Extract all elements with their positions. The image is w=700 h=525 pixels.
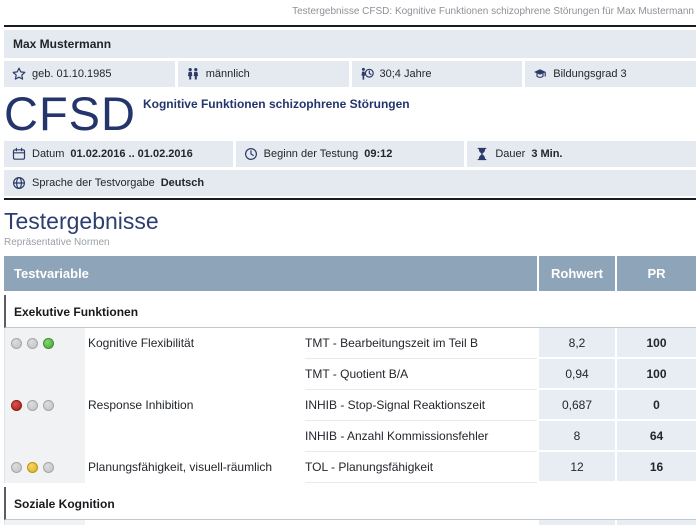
table-row: TMT - Bearbeitungszeit im Teil B 8,2 100: [305, 328, 696, 359]
traffic-light-1: [11, 462, 22, 473]
hourglass-icon: [475, 147, 489, 161]
date-value: 01.02.2016 .. 01.02.2016: [70, 148, 193, 160]
measure-label: TMT - Quotient B/A: [305, 359, 537, 390]
measure-rows: TMT - Bearbeitungszeit im Teil B 8,2 100…: [305, 328, 696, 390]
table-row: INHIB - Stop-Signal Reaktionszeit 0,687 …: [305, 390, 696, 421]
begin-value: 09:12: [364, 148, 393, 160]
test-logo-block: CFSD Kognitive Funktionen schizophrene S…: [4, 90, 696, 138]
variable-label: Response Inhibition: [88, 398, 194, 412]
begin-cell: Beginn der Testung 09:12: [235, 141, 465, 167]
table-row: TOM - Theory of Mind 32 4: [305, 520, 696, 525]
session-info-row: Datum 01.02.2016 .. 01.02.2016 Beginn de…: [4, 141, 697, 167]
measure-rows: TOM - Theory of Mind 32 4: [305, 520, 696, 525]
birthdate-text: geb. 01.10.1985: [32, 68, 112, 80]
traffic-light-3: [43, 400, 54, 411]
section-header-soziale-kognition: Soziale Kognition: [4, 487, 696, 520]
test-acronym: CFSD: [4, 87, 136, 140]
traffic-light-indicator: [5, 390, 85, 452]
table-row: TMT - Quotient B/A 0,94 100: [305, 359, 696, 390]
rohwert-value: 8,2: [537, 328, 615, 359]
rohwert-value: 8: [537, 421, 615, 452]
traffic-light-2: [27, 462, 38, 473]
results-heading: Testergebnisse: [4, 208, 159, 234]
table-row: TOL - Planungsfähigkeit 12 16: [305, 452, 696, 483]
duration-cell: Dauer 3 Min.: [467, 141, 697, 167]
education-icon: [533, 67, 547, 81]
divider: [4, 25, 696, 27]
results-table-header: Testvariable Rohwert PR: [4, 256, 696, 291]
traffic-light-2: [27, 400, 38, 411]
measure-label: INHIB - Stop-Signal Reaktionszeit: [305, 390, 537, 421]
pr-value: 4: [615, 520, 696, 525]
star-icon: [12, 67, 26, 81]
age-cell: 30;4 Jahre: [351, 61, 523, 87]
language-label: Sprache der Testvorgabe: [32, 177, 155, 189]
traffic-light-3: [43, 462, 54, 473]
patient-info-row: geb. 01.10.1985 männlich 30;4 Jahre Bild…: [4, 61, 696, 87]
begin-label: Beginn der Testung: [263, 148, 359, 160]
variable-label: Planungsfähigkeit, visuell-räumlich: [88, 460, 273, 474]
table-row: INHIB - Anzahl Kommissionsfehler 8 64: [305, 421, 696, 452]
variable-label: Theory of Mind: [85, 520, 305, 525]
traffic-light-1: [11, 400, 22, 411]
measure-label: TMT - Bearbeitungszeit im Teil B: [305, 328, 537, 359]
measure-label: INHIB - Anzahl Kommissionsfehler: [305, 421, 537, 452]
gender-text: männlich: [205, 68, 250, 80]
duration-label: Dauer: [495, 148, 526, 160]
language-cell: Sprache der Testvorgabe Deutsch: [4, 170, 696, 196]
section-header-exekutive-funktionen: Exekutive Funktionen: [4, 295, 696, 328]
patient-name-bar: Max Mustermann: [4, 30, 696, 58]
duration-value: 3 Min.: [531, 148, 563, 160]
traffic-light-indicator: [5, 328, 85, 390]
traffic-light-indicator: [5, 520, 85, 525]
table-row-group: Theory of Mind TOM - Theory of Mind 32 4: [4, 520, 696, 525]
birthdate-cell: geb. 01.10.1985: [4, 61, 175, 87]
column-header-rohwert: Rohwert: [537, 256, 615, 291]
divider: [4, 198, 696, 200]
column-header-pr: PR: [615, 256, 696, 291]
pr-value: 100: [615, 328, 696, 359]
measure-label: TOM - Theory of Mind: [305, 520, 537, 525]
rohwert-value: 32: [537, 520, 615, 525]
traffic-light-indicator: [5, 452, 85, 483]
measure-label: TOL - Planungsfähigkeit: [305, 452, 537, 483]
rohwert-value: 12: [537, 452, 615, 483]
column-header-testvariable: Testvariable: [14, 266, 89, 281]
norms-subheading: Repräsentative Normen: [4, 237, 110, 248]
pr-value: 100: [615, 359, 696, 390]
table-row-group: Response Inhibition INHIB - Stop-Signal …: [4, 390, 696, 452]
rohwert-value: 0,94: [537, 359, 615, 390]
age-text: 30;4 Jahre: [379, 68, 432, 80]
measure-rows: TOL - Planungsfähigkeit 12 16: [305, 452, 696, 483]
test-full-name: Kognitive Funktionen schizophrene Störun…: [142, 97, 410, 111]
language-row: Sprache der Testvorgabe Deutsch: [4, 170, 696, 196]
language-value: Deutsch: [160, 177, 205, 189]
traffic-light-2: [27, 338, 38, 349]
rohwert-value: 0,687: [537, 390, 615, 421]
traffic-light-3: [43, 338, 54, 349]
pr-value: 64: [615, 421, 696, 452]
education-text: Bildungsgrad 3: [553, 68, 627, 80]
education-cell: Bildungsgrad 3: [525, 61, 696, 87]
age-icon: [360, 67, 374, 81]
variable-label: Kognitive Flexibilität: [88, 336, 195, 350]
globe-icon: [12, 176, 26, 190]
calendar-icon: [12, 147, 26, 161]
date-cell: Datum 01.02.2016 .. 01.02.2016: [4, 141, 233, 167]
report-header-title: Testergebnisse CFSD: Kognitive Funktione…: [292, 6, 694, 17]
measure-rows: INHIB - Stop-Signal Reaktionszeit 0,687 …: [305, 390, 696, 452]
gender-icon: [186, 67, 200, 81]
gender-cell: männlich: [177, 61, 349, 87]
pr-value: 16: [615, 452, 696, 483]
table-row-group: Planungsfähigkeit, visuell-räumlich TOL …: [4, 452, 696, 483]
pr-value: 0: [615, 390, 696, 421]
date-label: Datum: [32, 148, 65, 160]
traffic-light-1: [11, 338, 22, 349]
table-row-group: Kognitive Flexibilität TMT - Bearbeitung…: [4, 328, 696, 390]
clock-icon: [244, 147, 258, 161]
